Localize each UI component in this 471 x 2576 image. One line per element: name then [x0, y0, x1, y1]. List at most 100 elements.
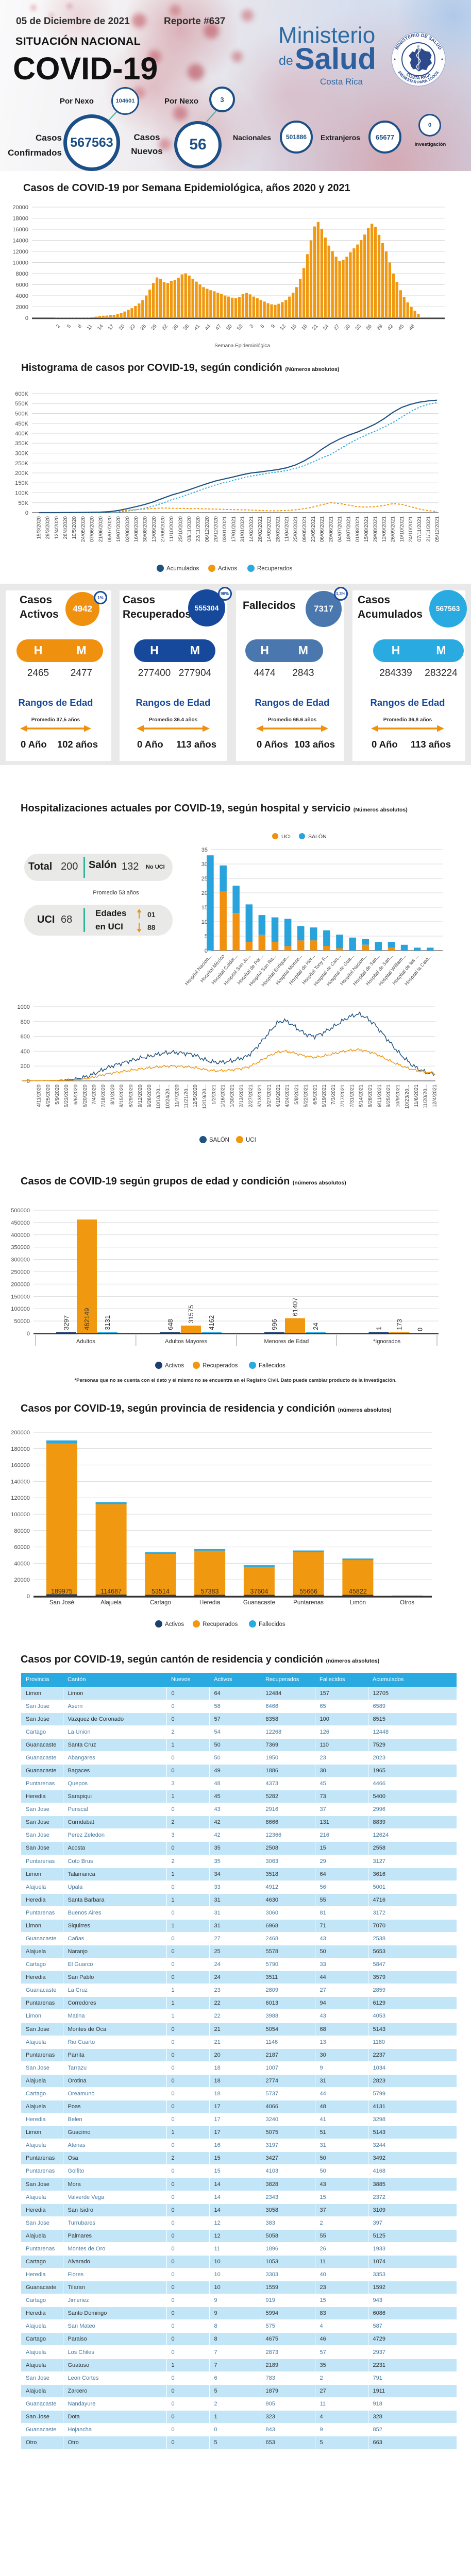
svg-text:12: 12 [279, 324, 288, 332]
svg-text:0: 0 [25, 510, 28, 516]
svg-text:189975: 189975 [51, 1588, 73, 1595]
svg-text:05/07/2020: 05/07/2020 [107, 516, 113, 542]
svg-text:14: 14 [96, 324, 105, 332]
svg-text:20: 20 [118, 324, 126, 332]
svg-text:5/9/2020: 5/9/2020 [55, 1084, 60, 1105]
svg-text:13/09/2020: 13/09/2020 [152, 516, 157, 542]
svg-text:11/21/20...: 11/21/20... [183, 1084, 189, 1109]
svg-text:55666: 55666 [299, 1588, 317, 1595]
svg-text:14/02/2021: 14/02/2021 [249, 516, 255, 542]
svg-text:29/08/2021: 29/08/2021 [373, 516, 378, 542]
svg-text:12/09/2021: 12/09/2021 [381, 516, 387, 542]
svg-text:25/10/2020: 25/10/2020 [178, 516, 183, 542]
svg-text:01/08/2021: 01/08/2021 [355, 516, 361, 542]
svg-text:Activos: Activos [165, 1363, 184, 1369]
svg-text:Activos: Activos [165, 1621, 184, 1628]
svg-text:35: 35 [201, 847, 208, 853]
svg-text:4/24/2021: 4/24/2021 [285, 1084, 291, 1108]
svg-text:25/04/2021: 25/04/2021 [293, 516, 299, 542]
svg-text:Cartago: Cartago [150, 1600, 171, 1606]
svg-text:400: 400 [21, 1048, 30, 1055]
svg-text:4/11/2020: 4/11/2020 [37, 1084, 42, 1107]
svg-text:35: 35 [172, 324, 180, 332]
svg-text:8/1/2020: 8/1/2020 [110, 1084, 115, 1105]
svg-text:20000: 20000 [14, 1577, 30, 1583]
svg-text:Acumulados: Acumulados [166, 566, 199, 572]
svg-text:3131: 3131 [104, 1315, 111, 1330]
svg-text:11/10/2020: 11/10/2020 [169, 516, 175, 542]
svg-text:UCI: UCI [246, 1137, 256, 1143]
svg-text:350K: 350K [15, 440, 28, 447]
svg-text:04/07/2021: 04/07/2021 [338, 516, 343, 542]
svg-text:26: 26 [140, 324, 148, 332]
svg-text:20/12/2020: 20/12/2020 [213, 516, 219, 542]
svg-text:17: 17 [107, 324, 115, 332]
svg-text:0: 0 [27, 1078, 30, 1084]
svg-text:21/11/2021: 21/11/2021 [426, 516, 431, 542]
svg-text:0: 0 [416, 1328, 424, 1331]
svg-text:1000: 1000 [18, 1004, 30, 1010]
svg-text:10/10/20...: 10/10/20... [156, 1084, 162, 1109]
svg-text:20/06/2021: 20/06/2021 [328, 516, 334, 542]
svg-text:600K: 600K [15, 391, 28, 397]
svg-text:250000: 250000 [11, 1269, 30, 1276]
svg-text:Casos de COVID-19 por Semana E: Casos de COVID-19 por Semana Epidemiológ… [23, 182, 350, 194]
svg-text:200000: 200000 [11, 1430, 30, 1436]
svg-text:3: 3 [249, 324, 255, 330]
svg-text:2/27/2021: 2/27/2021 [248, 1084, 254, 1108]
svg-text:200: 200 [21, 1063, 30, 1070]
svg-text:11/20/20...: 11/20/20... [423, 1084, 429, 1109]
svg-text:6: 6 [259, 324, 265, 330]
svg-text:23: 23 [129, 324, 137, 332]
svg-text:SALÓN: SALÓN [308, 833, 327, 840]
svg-text:800: 800 [21, 1019, 30, 1025]
svg-text:9/26/2020: 9/26/2020 [147, 1084, 153, 1108]
svg-text:29: 29 [150, 324, 158, 332]
svg-text:26/4/2020: 26/4/2020 [63, 516, 69, 539]
svg-text:500000: 500000 [11, 1208, 30, 1214]
svg-text:Casos de COVID-19 según grupos: Casos de COVID-19 según grupos de edad y… [21, 1176, 346, 1187]
svg-text:16/08/2020: 16/08/2020 [134, 516, 140, 542]
svg-text:0: 0 [27, 1594, 30, 1600]
svg-text:8/28/2021: 8/28/2021 [368, 1084, 374, 1108]
svg-text:*Personas que no se cuenta con: *Personas que no se cuenta con el dato y… [74, 1378, 396, 1383]
svg-text:24: 24 [312, 1323, 319, 1330]
svg-text:36: 36 [365, 324, 373, 332]
svg-text:06/12/2020: 06/12/2020 [205, 516, 210, 542]
svg-text:15: 15 [201, 905, 208, 911]
svg-text:50: 50 [225, 324, 233, 332]
svg-text:8/29/2020: 8/29/2020 [128, 1084, 134, 1108]
svg-text:8000: 8000 [16, 271, 28, 277]
svg-text:Recuperados: Recuperados [257, 566, 293, 572]
svg-text:173: 173 [396, 1319, 403, 1330]
svg-text:21: 21 [311, 324, 319, 332]
svg-text:7/18/2020: 7/18/2020 [101, 1084, 107, 1108]
svg-text:1: 1 [375, 1327, 383, 1330]
svg-text:Alajuela: Alajuela [100, 1600, 122, 1606]
svg-text:12/5/2020: 12/5/2020 [193, 1084, 198, 1108]
svg-text:600: 600 [21, 1034, 30, 1040]
svg-text:150000: 150000 [11, 1294, 30, 1300]
svg-text:28/02/2021: 28/02/2021 [258, 516, 263, 542]
svg-text:45822: 45822 [349, 1588, 367, 1595]
svg-text:33: 33 [355, 324, 363, 332]
svg-text:20: 20 [201, 890, 208, 896]
svg-text:SALÓN: SALÓN [209, 1137, 229, 1143]
svg-text:Menores de Edad: Menores de Edad [264, 1338, 309, 1345]
svg-text:10/9/2021: 10/9/2021 [395, 1084, 401, 1108]
svg-text:48: 48 [408, 324, 416, 332]
svg-text:Activos: Activos [218, 566, 237, 572]
svg-text:20000: 20000 [12, 205, 28, 211]
svg-text:39: 39 [376, 324, 384, 332]
svg-text:06/06/2021: 06/06/2021 [319, 516, 325, 542]
svg-text:15: 15 [290, 324, 298, 332]
svg-text:*Ignorados: *Ignorados [373, 1338, 401, 1345]
svg-text:8/14/2021: 8/14/2021 [359, 1084, 364, 1108]
svg-text:9/12/2020: 9/12/2020 [138, 1084, 143, 1108]
svg-text:7/31/2021: 7/31/2021 [349, 1084, 355, 1108]
svg-text:31/01/2021: 31/01/2021 [240, 516, 246, 542]
svg-text:500K: 500K [15, 411, 28, 417]
svg-text:3/27/2021: 3/27/2021 [266, 1084, 272, 1108]
svg-text:10/10/2021: 10/10/2021 [399, 516, 405, 542]
svg-text:09/05/2021: 09/05/2021 [302, 516, 308, 542]
